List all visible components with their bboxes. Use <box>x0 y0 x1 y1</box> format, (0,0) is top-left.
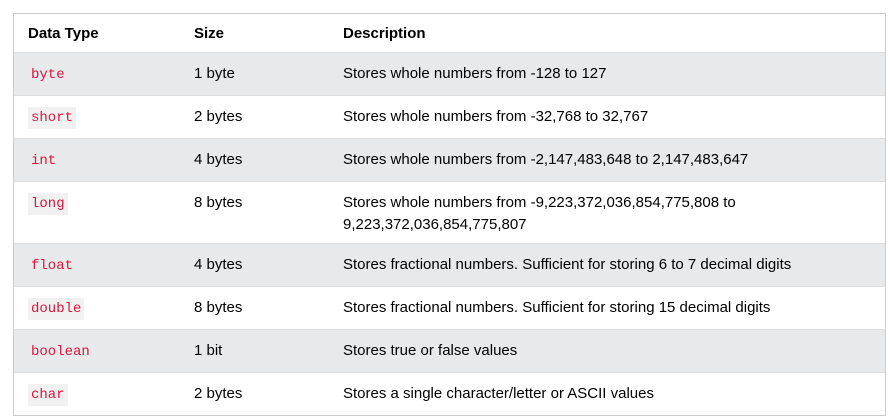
data-type-code: short <box>28 107 77 129</box>
description-cell: Stores whole numbers from -32,768 to 32,… <box>343 108 649 125</box>
data-type-code: char <box>28 384 68 406</box>
table-row-long: long 8 bytes Stores whole numbers from -… <box>14 181 885 244</box>
table-row-double: double 8 bytes Stores fractional numbers… <box>14 286 885 330</box>
data-types-table-container: Data Type Size Description byte 1 byte S… <box>13 13 886 416</box>
size-cell: 4 bytes <box>194 151 243 168</box>
size-cell: 8 bytes <box>194 194 243 211</box>
description-cell: Stores fractional numbers. Sufficient fo… <box>343 299 771 316</box>
description-cell: Stores true or false values <box>343 342 518 359</box>
table-row-int: int 4 bytes Stores whole numbers from -2… <box>14 138 885 182</box>
data-type-code: float <box>31 258 74 274</box>
description-cell: Stores whole numbers from -128 to 127 <box>343 65 607 82</box>
table-row-char: char 2 bytes Stores a single character/l… <box>14 372 885 415</box>
data-type-code: boolean <box>31 344 90 360</box>
header-data-type: Data Type <box>28 24 99 42</box>
data-type-code: long <box>28 193 68 215</box>
table-row-short: short 2 bytes Stores whole numbers from … <box>14 95 885 139</box>
data-type-code: byte <box>31 67 65 83</box>
table-header-row: Data Type Size Description <box>14 14 885 53</box>
table-row-boolean: boolean 1 bit Stores true or false value… <box>14 329 885 373</box>
table-row-byte: byte 1 byte Stores whole numbers from -1… <box>14 52 885 96</box>
size-cell: 2 bytes <box>194 385 243 402</box>
data-type-code: int <box>31 153 57 169</box>
data-types-table: Data Type Size Description byte 1 byte S… <box>14 14 885 415</box>
header-description: Description <box>343 24 426 42</box>
description-cell: Stores a single character/letter or ASCI… <box>343 385 654 402</box>
description-cell: Stores fractional numbers. Sufficient fo… <box>343 256 792 273</box>
description-cell: Stores whole numbers from -2,147,483,648… <box>343 151 749 168</box>
description-cell: Stores whole numbers from -9,223,372,036… <box>343 194 736 233</box>
size-cell: 8 bytes <box>194 299 243 316</box>
data-type-code: double <box>28 298 85 320</box>
size-cell: 4 bytes <box>194 256 243 273</box>
size-cell: 1 byte <box>194 65 235 82</box>
table-row-float: float 4 bytes Stores fractional numbers.… <box>14 243 885 287</box>
header-size: Size <box>194 24 225 42</box>
size-cell: 1 bit <box>194 342 223 359</box>
size-cell: 2 bytes <box>194 108 243 125</box>
